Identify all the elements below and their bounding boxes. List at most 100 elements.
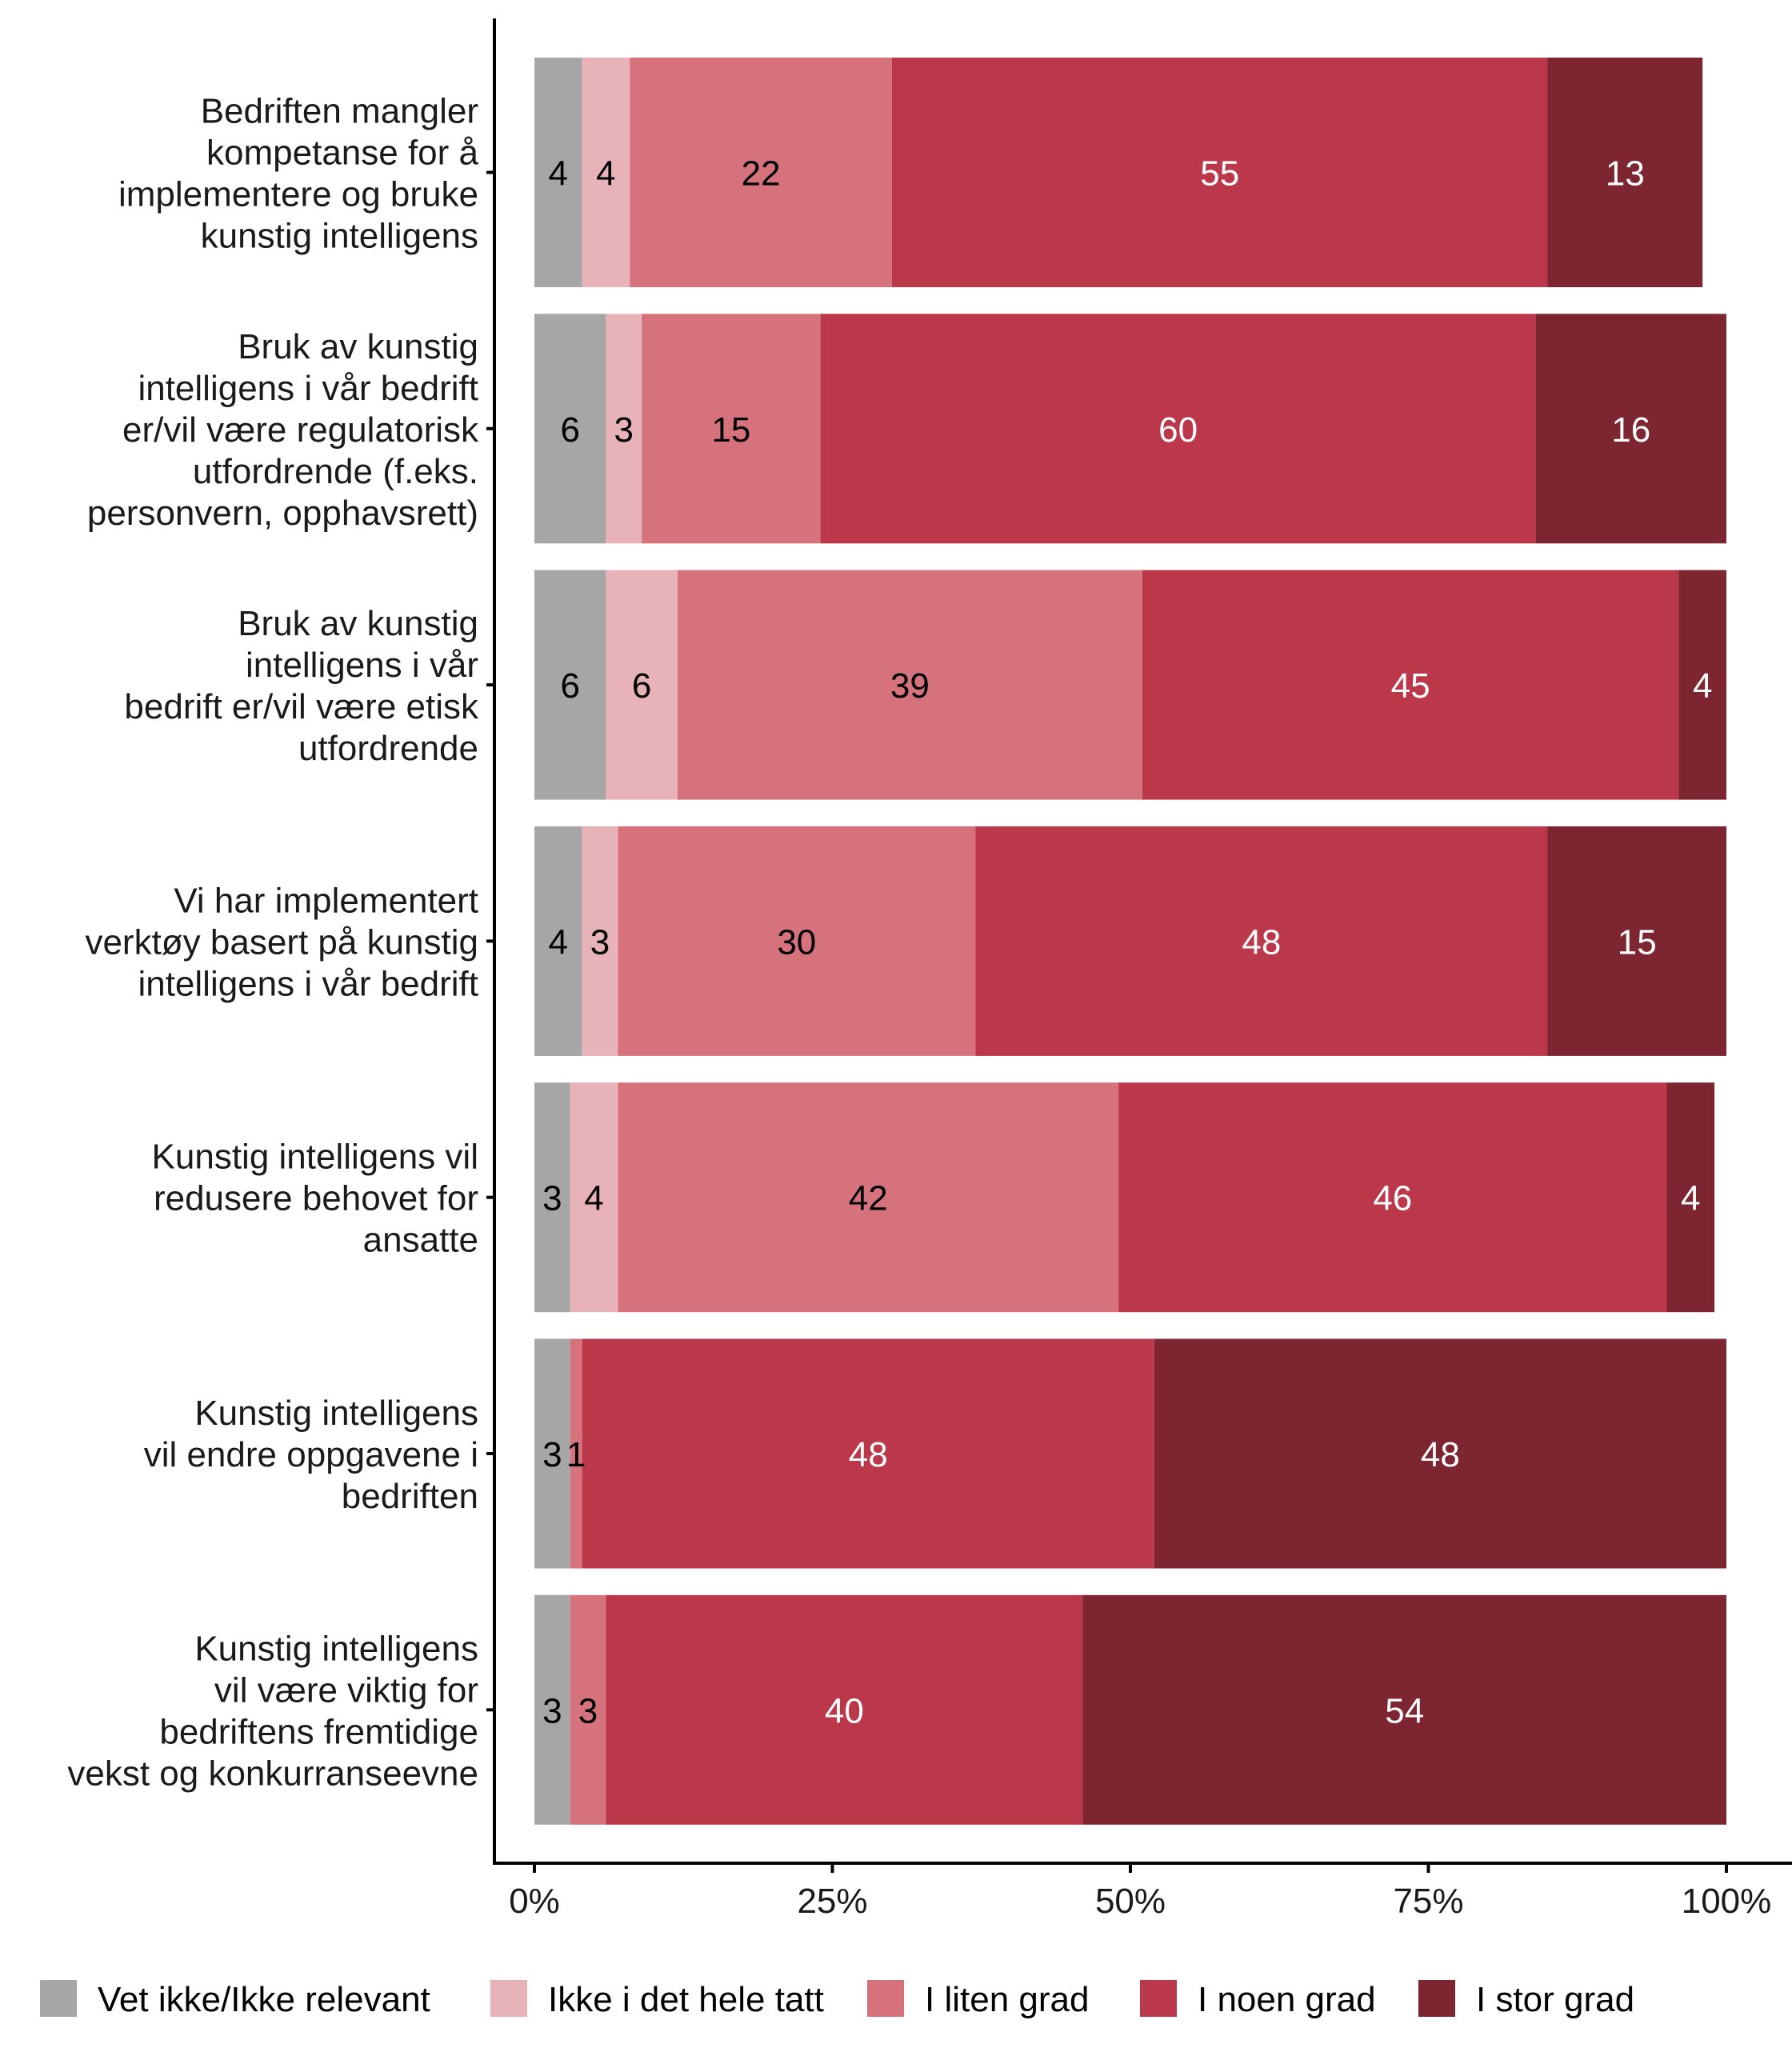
data-label: 6 bbox=[560, 410, 579, 450]
legend-swatch bbox=[1418, 1980, 1455, 2017]
bar-segment bbox=[534, 1338, 570, 1569]
bar-segment bbox=[1118, 1082, 1667, 1313]
category-label: kompetanse for å bbox=[206, 134, 478, 173]
x-tick-label: 25% bbox=[797, 1882, 867, 1921]
bar-segment bbox=[1678, 570, 1726, 800]
data-label: 1 bbox=[566, 1435, 586, 1474]
bars-layer bbox=[534, 58, 1726, 1825]
data-label: 4 bbox=[1693, 666, 1712, 706]
data-label: 48 bbox=[1242, 922, 1281, 962]
bar-segment bbox=[534, 826, 582, 1056]
data-label: 3 bbox=[542, 1435, 562, 1474]
bar-segment bbox=[618, 1082, 1119, 1313]
category-label: bedriftens fremtidige bbox=[159, 1712, 478, 1751]
data-label: 3 bbox=[542, 1691, 562, 1730]
legend-swatch bbox=[40, 1980, 77, 2017]
data-label: 6 bbox=[632, 666, 651, 706]
x-axis: 0% 25% 50% 75% 100% bbox=[493, 1862, 1792, 1921]
legend-swatch bbox=[867, 1980, 904, 2017]
category-label: implementere og bruke bbox=[118, 175, 478, 214]
bar-segment bbox=[570, 1594, 606, 1825]
category-label: intelligens i vår bedrift bbox=[138, 369, 478, 408]
data-label: 4 bbox=[596, 154, 615, 194]
legend-swatch bbox=[1140, 1980, 1177, 2017]
category-label: Kunstig intelligens vil bbox=[152, 1138, 478, 1177]
data-label: 45 bbox=[1391, 666, 1430, 706]
legend-swatch bbox=[490, 1980, 527, 2017]
bar-segment bbox=[1142, 570, 1679, 800]
bar-segment bbox=[582, 826, 618, 1056]
x-tick-label: 50% bbox=[1095, 1882, 1166, 1921]
bar-segment bbox=[1547, 58, 1703, 287]
bar-segment bbox=[534, 1082, 570, 1313]
bar-segment bbox=[534, 570, 606, 800]
bar-segment bbox=[1535, 314, 1726, 544]
data-label: 4 bbox=[1681, 1179, 1700, 1218]
bar-segment bbox=[606, 314, 642, 544]
data-label: 3 bbox=[590, 922, 610, 962]
data-label: 22 bbox=[742, 154, 781, 194]
bar-segment bbox=[892, 58, 1548, 287]
bar-segment bbox=[820, 314, 1536, 544]
bar-segment bbox=[975, 826, 1548, 1056]
category-label: bedriften bbox=[342, 1477, 478, 1516]
legend-label: I stor grad bbox=[1476, 1980, 1634, 2019]
bar-segment bbox=[606, 1594, 1083, 1825]
legend: Vet ikke/Ikke relevant Ikke i det hele ta… bbox=[40, 1980, 1634, 2019]
bar-segment bbox=[1154, 1338, 1726, 1569]
category-label: utfordrende (f.eks. bbox=[193, 452, 478, 491]
data-label: 16 bbox=[1611, 410, 1650, 450]
legend-label: I liten grad bbox=[925, 1980, 1089, 2019]
category-label: bedrift er/vil være etisk bbox=[124, 687, 479, 726]
data-label: 4 bbox=[584, 1179, 603, 1218]
legend-label: Ikke i det hele tatt bbox=[548, 1980, 824, 2019]
bar-segment bbox=[534, 1594, 570, 1825]
data-label: 40 bbox=[825, 1691, 864, 1730]
bar-segment bbox=[534, 314, 606, 544]
category-label: Vi har implementert bbox=[174, 881, 478, 920]
x-tick-label: 0% bbox=[509, 1882, 560, 1921]
data-label: 15 bbox=[1618, 922, 1657, 962]
category-label: vil endre oppgavene i bbox=[144, 1435, 478, 1474]
bar-segment bbox=[618, 826, 976, 1056]
data-label: 13 bbox=[1606, 154, 1645, 194]
category-label: utfordrende bbox=[298, 729, 478, 768]
bar-segment bbox=[570, 1082, 618, 1313]
bar-segment bbox=[630, 58, 892, 287]
category-label: ansatte bbox=[363, 1221, 478, 1260]
data-label: 60 bbox=[1158, 410, 1198, 450]
data-label: 4 bbox=[549, 154, 568, 194]
legend-label: I noen grad bbox=[1198, 1980, 1376, 2019]
bar-segment bbox=[582, 1338, 1154, 1569]
category-label: Bruk av kunstig bbox=[238, 327, 478, 366]
bar-segment bbox=[642, 314, 821, 544]
category-label: intelligens i vår bedrift bbox=[138, 964, 478, 1003]
category-label: verktøy basert på kunstig bbox=[85, 922, 478, 962]
bar-segment bbox=[1547, 826, 1726, 1056]
data-label: 6 bbox=[560, 666, 579, 706]
legend-label: Vet ikke/Ikke relevant bbox=[98, 1980, 430, 2019]
bar-segment bbox=[1666, 1082, 1715, 1313]
bar-segment bbox=[534, 58, 582, 287]
data-label: 15 bbox=[711, 410, 750, 450]
data-label: 54 bbox=[1385, 1691, 1424, 1730]
category-label: Bruk av kunstig bbox=[238, 604, 478, 643]
category-label: kunstig intelligens bbox=[201, 217, 478, 256]
x-tick-label: 75% bbox=[1393, 1882, 1463, 1921]
data-label: 3 bbox=[614, 410, 634, 450]
data-label: 3 bbox=[542, 1179, 562, 1218]
data-label: 48 bbox=[849, 1435, 888, 1474]
data-label: 30 bbox=[777, 922, 816, 962]
data-label: 46 bbox=[1373, 1179, 1412, 1218]
bar-segment bbox=[606, 570, 678, 800]
bar-segment bbox=[677, 570, 1142, 800]
data-label: 3 bbox=[578, 1691, 598, 1730]
category-label: Bedriften mangler bbox=[201, 92, 478, 131]
data-label: 55 bbox=[1200, 154, 1239, 194]
data-label: 42 bbox=[849, 1179, 888, 1218]
bar-segment bbox=[570, 1338, 582, 1569]
category-label: personvern, opphavsrett) bbox=[87, 494, 478, 533]
data-label: 39 bbox=[890, 666, 930, 706]
